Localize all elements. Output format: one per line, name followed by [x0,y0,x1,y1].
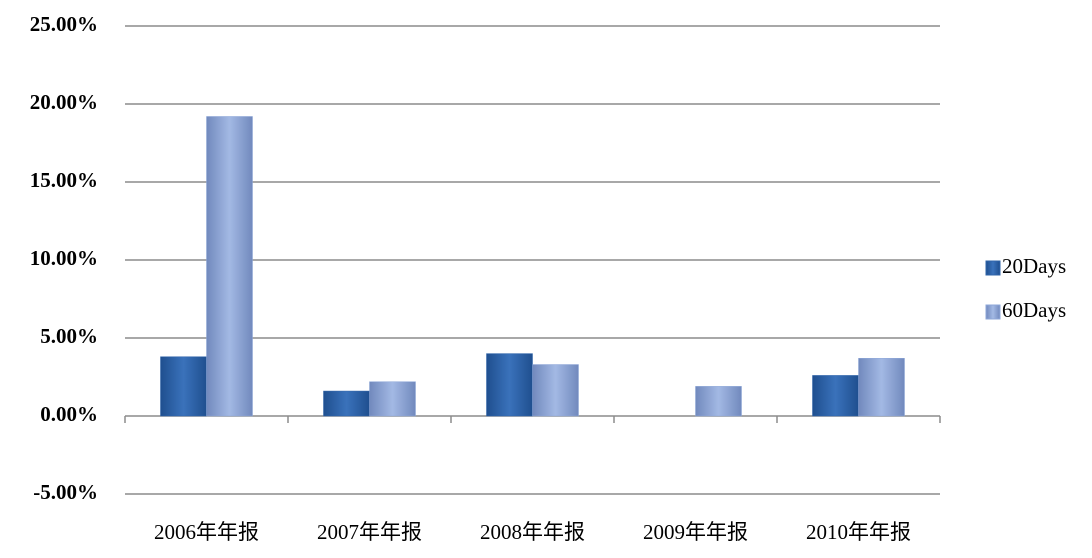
bar [206,116,253,417]
bar [486,353,533,417]
bar [532,364,579,417]
y-tick-label: 5.00% [40,324,98,348]
bar [858,358,905,417]
x-tick-label: 2006年年报 [154,520,259,544]
legend-swatch [985,260,1001,276]
y-tick-label: 20.00% [30,90,98,114]
bar [323,390,370,417]
legend-label: 60Days [1002,298,1066,322]
legend-swatch [985,304,1001,320]
bar [369,381,416,417]
x-tick-label: 2009年年报 [643,520,748,544]
x-tick-label: 2010年年报 [806,520,911,544]
bar [695,386,742,417]
bar [160,356,207,417]
bar [812,375,859,417]
y-tick-label: -5.00% [33,480,98,504]
y-tick-label: 15.00% [30,168,98,192]
x-tick-label: 2008年年报 [480,520,585,544]
legend-label: 20Days [1002,254,1066,278]
x-tick-label: 2007年年报 [317,520,422,544]
y-tick-label: 25.00% [30,12,98,36]
y-tick-label: 0.00% [40,402,98,426]
y-tick-label: 10.00% [30,246,98,270]
